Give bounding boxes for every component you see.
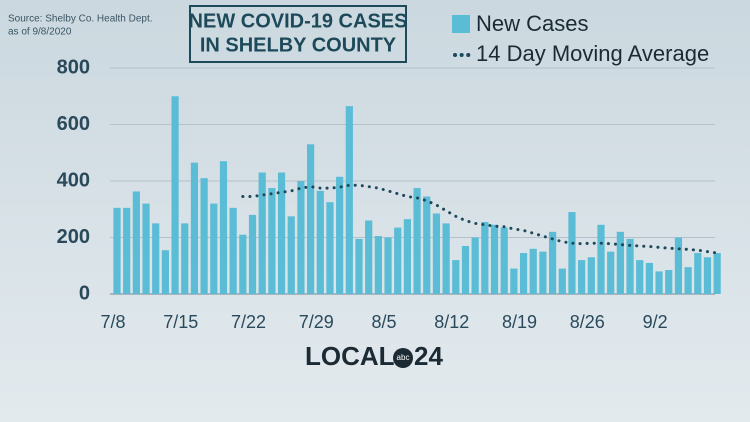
bar [423,196,431,294]
logo-badge [393,348,413,368]
bar [684,267,692,294]
bar [277,172,286,294]
bar [336,176,344,294]
bar [287,216,295,294]
x-tick-label: 7/15 [163,312,198,332]
chart-title: NEW COVID-19 CASES [189,10,408,32]
bar [210,203,218,294]
y-tick-label: 200 [57,226,90,248]
bar [123,207,131,294]
bar [190,162,199,294]
legend-swatch [452,15,470,33]
bar [161,250,169,294]
x-tick-label: 8/5 [372,312,397,332]
x-tick-label: 8/26 [570,312,605,332]
bar [510,268,518,294]
bar [248,214,257,294]
bar [316,190,324,294]
bar [481,221,489,294]
bar [645,262,653,294]
bar [587,257,595,294]
bar [403,219,411,294]
bar [432,213,441,294]
y-tick-label: 0 [79,282,90,304]
bar [636,260,644,294]
bar [694,253,702,294]
bar [655,271,663,294]
bar [142,203,150,294]
bar [607,251,615,294]
bar [413,188,421,294]
chart-title: IN SHELBY COUNTY [200,34,397,56]
bar [326,202,334,294]
bar [558,268,566,294]
source: as of 9/8/2020 [8,27,72,38]
bar [568,212,576,294]
x-tick-label: 7/8 [100,312,125,332]
bar [442,223,450,294]
bar [490,224,499,294]
bar [539,251,547,294]
logo: 24 [414,341,443,371]
x-tick-label: 7/22 [231,312,266,332]
bar [384,237,392,294]
bar [529,248,537,294]
source: Source: Shelby Co. Health Dept. [8,14,153,25]
y-tick-label: 600 [57,113,90,135]
title-box [189,5,407,63]
bar [394,227,402,294]
bar [355,238,363,294]
bar [703,257,712,294]
bar [616,231,624,294]
bar [452,260,460,294]
bar [365,220,373,294]
x-tick-label: 7/29 [299,312,334,332]
bar [152,223,160,294]
bar [345,106,353,294]
bar [674,237,683,294]
bar [297,181,305,294]
bar [268,188,276,294]
bar [549,231,557,294]
bar [578,260,586,294]
bar [113,207,121,294]
logo: abc [397,353,410,362]
y-tick-label: 400 [57,169,90,191]
bar [229,207,237,294]
bar [665,269,673,294]
bar [597,224,605,294]
bar [626,238,634,294]
x-tick-label: 9/2 [643,312,668,332]
x-tick-label: 8/19 [502,312,537,332]
y-tick-label: 800 [57,56,90,78]
logo: LOCAL [305,341,395,371]
bar [181,223,189,294]
bar [500,227,508,294]
bar [713,253,721,294]
bar [471,237,479,294]
bar [374,236,382,294]
bar [219,161,228,294]
bar [307,144,315,294]
bar [519,253,528,294]
bar [239,234,247,294]
x-tick-label: 8/12 [434,312,469,332]
bar [171,96,179,294]
bar [132,191,140,294]
bar [200,178,208,294]
moving-average-line [241,183,719,255]
legend-label: 14 Day Moving Average [476,41,709,66]
legend-label: New Cases [476,11,588,36]
bar [461,245,470,294]
bar [258,172,266,294]
